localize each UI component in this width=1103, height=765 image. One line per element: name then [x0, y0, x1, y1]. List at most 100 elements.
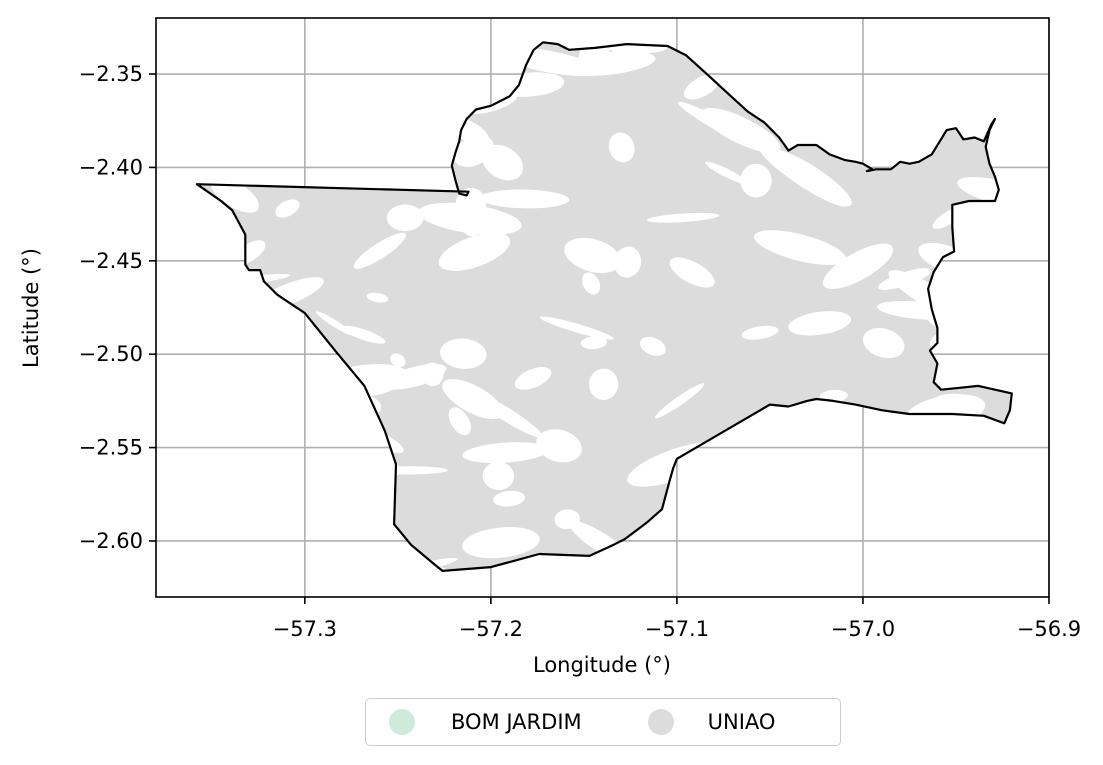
white-patch [564, 237, 621, 273]
white-patch [845, 581, 873, 602]
x-tick-label: −57.0 [831, 617, 895, 641]
white-patch [482, 144, 524, 181]
white-patch [608, 132, 635, 163]
white-patch [868, 427, 936, 474]
white-patch [1022, 382, 1059, 417]
white-patch [705, 161, 749, 185]
white-patch [741, 325, 779, 340]
white-patch [654, 383, 705, 419]
white-patch [940, 254, 1012, 303]
white-patch [975, 472, 1012, 493]
white-patch [418, 202, 522, 235]
white-patch [371, 370, 399, 383]
white-patch [580, 336, 608, 350]
white-patch [370, 568, 427, 571]
white-patch [196, 349, 272, 385]
white-patch [198, 448, 291, 490]
white-patch [536, 562, 570, 571]
white-patch [582, 272, 601, 295]
white-patch [884, 429, 943, 476]
white-patch [938, 62, 1009, 109]
uniao-marker-icon [647, 709, 674, 735]
white-patch [768, 17, 807, 34]
x-tick-label: −57.2 [459, 617, 523, 641]
legend: BOM JARDIM UNIAO [365, 698, 841, 746]
white-patch [366, 292, 389, 303]
white-patch [990, 4, 1047, 40]
white-patch [514, 367, 552, 390]
white-patch [993, 270, 1012, 294]
white-patch [265, 65, 335, 81]
white-patch [961, 104, 995, 126]
x-axis-ticks: −57.3 −57.2 −57.1 −57.0 −56.9 [273, 597, 1081, 641]
white-patch [718, 549, 743, 571]
bom-jardim-marker-icon [389, 709, 415, 735]
white-patch [342, 430, 386, 463]
white-patch [210, 42, 263, 59]
white-patch [735, 50, 753, 72]
white-patch [976, 58, 1012, 81]
legend-item-bom-jardim: BOM JARDIM [389, 709, 582, 735]
white-patch [862, 328, 905, 359]
white-patch [1038, 19, 1057, 33]
white-patch [275, 199, 300, 218]
white-patch [131, 176, 184, 225]
white-patch [842, 414, 881, 442]
x-tick-label: −56.9 [1017, 617, 1081, 641]
white-patch [482, 461, 515, 491]
white-patch [974, 539, 1012, 571]
white-patch [196, 455, 228, 469]
white-patch [144, 77, 193, 110]
white-patch [554, 509, 580, 530]
x-tick-label: −57.1 [645, 617, 709, 641]
white-patch [402, 100, 431, 116]
white-patch [639, 336, 666, 356]
white-patch [744, 541, 777, 571]
white-patch [353, 232, 407, 269]
white-patch [599, 578, 623, 603]
white-patch [873, 513, 958, 552]
y-tick-label: −2.60 [79, 529, 143, 553]
white-patch [347, 490, 375, 508]
white-patch [737, 62, 809, 109]
white-patch [926, 101, 948, 128]
x-axis-label: Longitude (°) [533, 653, 671, 677]
white-patch [383, 363, 447, 390]
legend-label-uniao: UNIAO [707, 710, 776, 734]
white-patch [493, 490, 526, 507]
white-patch [462, 442, 549, 464]
white-patch [669, 257, 715, 288]
white-patch [942, 341, 967, 353]
y-tick-label: −2.55 [79, 436, 143, 460]
white-patch [740, 163, 772, 198]
white-patch [658, 42, 727, 46]
legend-item-uniao: UNIAO [647, 709, 776, 735]
white-patch [646, 212, 720, 223]
white-patch [273, 567, 299, 571]
white-patch [730, 15, 750, 30]
white-patch [438, 232, 511, 271]
white-patch [479, 189, 570, 209]
white-patch [909, 480, 961, 509]
white-patch [677, 101, 769, 153]
white-patch [945, 42, 1012, 61]
white-patch [319, 457, 395, 482]
white-patch [242, 418, 310, 456]
white-patch [539, 316, 614, 340]
white-patch [822, 243, 894, 289]
white-patch [759, 146, 848, 207]
white-patch [751, 443, 827, 487]
white-patch [957, 177, 1012, 211]
white-patch [469, 51, 522, 90]
white-patch [970, 466, 1012, 494]
plot-frame [155, 17, 1050, 598]
white-patch [442, 379, 504, 420]
white-patch [614, 246, 642, 278]
white-patch [324, 369, 352, 385]
legend-label-bom-jardim: BOM JARDIM [451, 710, 582, 734]
white-patch [536, 429, 582, 463]
white-patch [334, 133, 389, 165]
white-patch [1010, 363, 1049, 394]
white-patch [800, 79, 839, 110]
